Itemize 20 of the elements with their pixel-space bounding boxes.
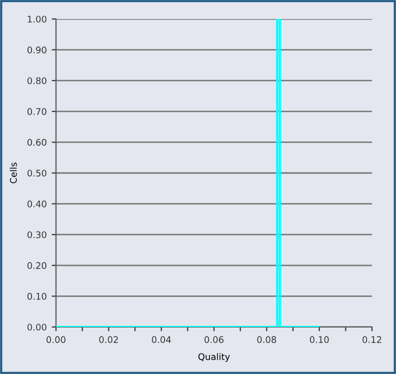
y-tick-label: 0.70 bbox=[27, 108, 46, 115]
y-tick-label: 0.20 bbox=[27, 262, 46, 269]
y-tick-label: 0.60 bbox=[27, 138, 46, 146]
y-tick-label: 0.90 bbox=[27, 46, 46, 54]
x-tick-label: 0.10 bbox=[310, 336, 329, 344]
y-tick-label: 0.80 bbox=[27, 77, 46, 84]
x-tick-label: 0.02 bbox=[99, 336, 118, 344]
y-tick-label: 1.00 bbox=[28, 16, 46, 23]
y-axis-title: Cells bbox=[10, 162, 17, 184]
x-axis-title: Quality bbox=[198, 353, 230, 362]
y-tick-label: 0.00 bbox=[27, 324, 46, 331]
y-tick-label: 0.10 bbox=[27, 292, 46, 300]
x-tick-label: 0.00 bbox=[46, 336, 66, 344]
y-tick-label: 0.30 bbox=[27, 231, 46, 238]
x-tick-label: 0.08 bbox=[257, 336, 276, 344]
y-tick-label: 0.50 bbox=[27, 170, 46, 177]
x-tick-label: 0.04 bbox=[152, 336, 171, 344]
x-tick-label: 0.06 bbox=[204, 336, 224, 344]
y-tick-label: 0.40 bbox=[27, 200, 46, 208]
x-tick-label: 0.12 bbox=[362, 336, 382, 344]
